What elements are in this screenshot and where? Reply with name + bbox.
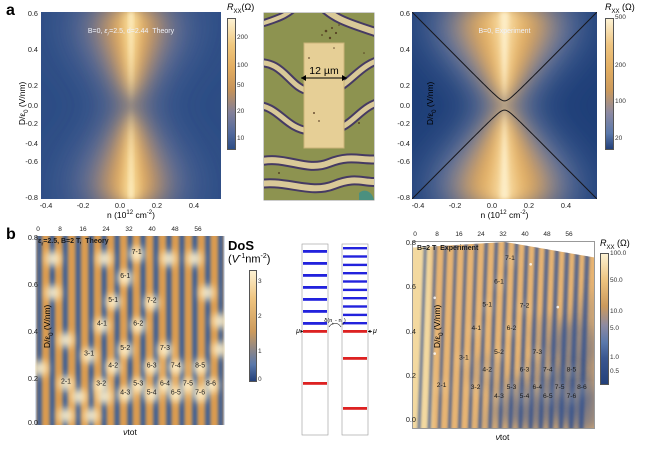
svg-text:5-3: 5-3: [507, 384, 517, 391]
svg-text:6-2: 6-2: [133, 321, 143, 328]
svg-text:6-3: 6-3: [520, 366, 530, 373]
svg-text:μ: μ: [295, 328, 300, 335]
svg-text:3-2: 3-2: [471, 384, 481, 391]
svg-text:7-5: 7-5: [183, 381, 193, 388]
svg-text:3-1: 3-1: [459, 355, 469, 362]
svg-text:7-1: 7-1: [132, 249, 142, 256]
svg-text:5-4: 5-4: [520, 393, 530, 400]
svg-text:4-3: 4-3: [120, 389, 130, 396]
svg-text:7-4: 7-4: [543, 366, 553, 373]
svg-text:8-6: 8-6: [577, 384, 587, 391]
svg-text:7-3: 7-3: [532, 349, 542, 356]
svg-text:7-3: 7-3: [160, 345, 170, 352]
svg-text:4-1: 4-1: [97, 321, 107, 328]
svg-text:7-5: 7-5: [555, 384, 565, 391]
svg-text:5-2: 5-2: [120, 345, 130, 352]
svg-text:12 µm: 12 µm: [309, 65, 339, 77]
svg-text:5-2: 5-2: [494, 349, 504, 356]
svg-text:5-1: 5-1: [108, 297, 118, 304]
svg-text:5-1: 5-1: [482, 302, 492, 309]
svg-text:6-1: 6-1: [120, 273, 130, 280]
svg-text:6-4: 6-4: [532, 384, 542, 391]
svg-text:6-5: 6-5: [171, 389, 181, 396]
svg-text:5-4: 5-4: [147, 389, 157, 396]
svg-text:5-3: 5-3: [133, 381, 143, 388]
svg-text:4-2: 4-2: [108, 362, 118, 369]
svg-text:8-5: 8-5: [567, 366, 577, 373]
svg-text:7-1: 7-1: [505, 255, 515, 262]
svg-text:8-5: 8-5: [195, 362, 205, 369]
svg-text:4-1: 4-1: [471, 325, 481, 332]
svg-text:3-1: 3-1: [84, 351, 94, 358]
svg-text:2-1: 2-1: [61, 378, 71, 385]
svg-text:μ: μ: [372, 328, 377, 335]
svg-text:6-3: 6-3: [147, 362, 157, 369]
svg-text:7-2: 7-2: [520, 303, 530, 310]
svg-text:4-3: 4-3: [494, 393, 504, 400]
svg-text:6-4: 6-4: [160, 381, 170, 388]
svg-text:7-6: 7-6: [195, 389, 205, 396]
svg-text:8-6: 8-6: [206, 381, 216, 388]
svg-text:7-2: 7-2: [147, 298, 157, 305]
svg-text:4-2: 4-2: [482, 366, 492, 373]
svg-text:7-4: 7-4: [171, 362, 181, 369]
svg-text:6-1: 6-1: [494, 278, 504, 285]
svg-text:7-6: 7-6: [567, 393, 577, 400]
svg-text:6-2: 6-2: [507, 325, 517, 332]
svg-text:3-2: 3-2: [96, 381, 106, 388]
svg-text:6-5: 6-5: [543, 393, 553, 400]
